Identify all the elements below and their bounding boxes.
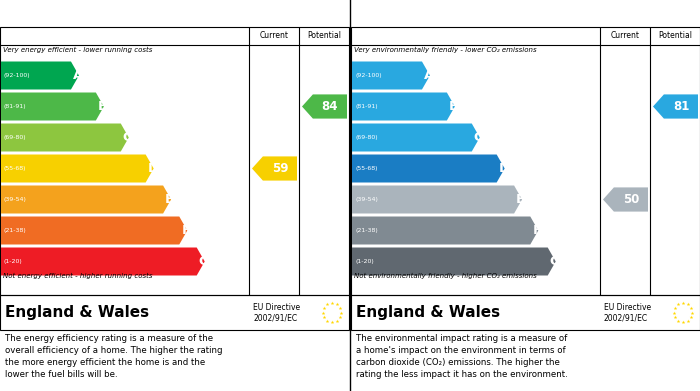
Text: (39-54): (39-54) [4,197,27,202]
Polygon shape [603,187,648,212]
Text: EU Directive
2002/91/EC: EU Directive 2002/91/EC [253,303,300,322]
Text: Potential: Potential [307,32,341,41]
Text: Environmental Impact (CO₂) Rating: Environmental Impact (CO₂) Rating [356,7,589,20]
Text: (1-20): (1-20) [355,259,374,264]
Polygon shape [1,217,188,244]
Text: (1-20): (1-20) [4,259,22,264]
Text: G: G [199,255,209,268]
Text: (92-100): (92-100) [355,73,382,78]
Polygon shape [1,154,154,183]
Text: B: B [98,100,108,113]
Polygon shape [1,185,171,213]
Text: (92-100): (92-100) [4,73,31,78]
Text: EU Directive
2002/91/EC: EU Directive 2002/91/EC [604,303,651,322]
Text: The environmental impact rating is a measure of
a home's impact on the environme: The environmental impact rating is a mea… [356,334,568,379]
Text: The energy efficiency rating is a measure of the
overall efficiency of a home. T: The energy efficiency rating is a measur… [5,334,223,379]
Polygon shape [352,61,430,90]
Text: 84: 84 [322,100,338,113]
Text: E: E [165,193,174,206]
Text: A: A [73,69,83,82]
Text: 50: 50 [623,193,639,206]
Text: 59: 59 [272,162,288,175]
Text: D: D [498,162,510,175]
Text: C: C [474,131,484,144]
Text: D: D [148,162,159,175]
Text: (81-91): (81-91) [4,104,27,109]
Text: G: G [550,255,561,268]
Text: Potential: Potential [658,32,692,41]
Text: (69-80): (69-80) [4,135,27,140]
Text: Current: Current [610,32,640,41]
Text: 81: 81 [673,100,689,113]
Polygon shape [653,94,698,118]
Polygon shape [1,61,79,90]
Text: (81-91): (81-91) [355,104,377,109]
Text: (69-80): (69-80) [355,135,377,140]
Text: Energy Efficiency Rating: Energy Efficiency Rating [5,7,167,20]
Text: Very environmentally friendly - lower CO₂ emissions: Very environmentally friendly - lower CO… [354,47,537,53]
Text: (55-68): (55-68) [4,166,27,171]
Text: England & Wales: England & Wales [5,305,149,320]
Polygon shape [352,248,556,276]
Polygon shape [352,217,538,244]
Text: F: F [181,224,190,237]
Polygon shape [352,154,505,183]
Text: A: A [424,69,434,82]
Polygon shape [1,248,204,276]
Text: Current: Current [260,32,288,41]
Text: E: E [516,193,525,206]
Text: C: C [122,131,132,144]
Text: England & Wales: England & Wales [356,305,500,320]
Polygon shape [1,93,104,120]
Polygon shape [1,124,129,151]
Polygon shape [352,93,455,120]
Polygon shape [252,156,297,181]
Text: Not energy efficient - higher running costs: Not energy efficient - higher running co… [3,273,153,279]
Text: (21-38): (21-38) [4,228,27,233]
Text: B: B [449,100,459,113]
Polygon shape [352,185,522,213]
Text: F: F [532,224,541,237]
Polygon shape [302,94,347,118]
Text: (55-68): (55-68) [355,166,377,171]
Polygon shape [352,124,480,151]
Text: Very energy efficient - lower running costs: Very energy efficient - lower running co… [3,47,153,53]
Text: Not environmentally friendly - higher CO₂ emissions: Not environmentally friendly - higher CO… [354,273,537,279]
Text: (39-54): (39-54) [355,197,378,202]
Text: (21-38): (21-38) [355,228,378,233]
